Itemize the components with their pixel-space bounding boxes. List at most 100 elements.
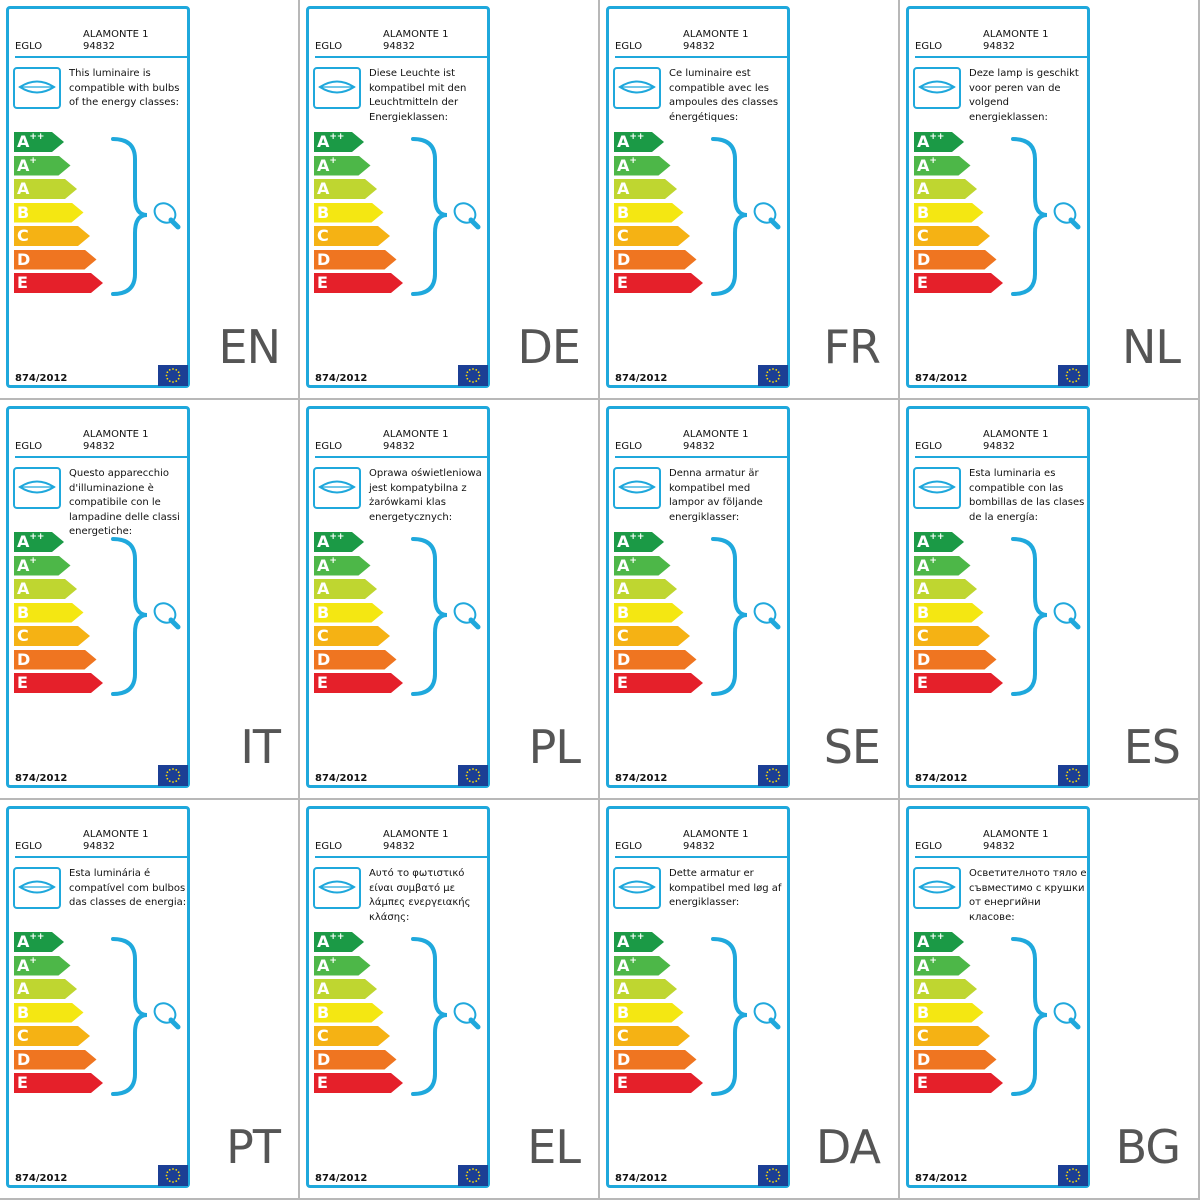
light-bulb-icon (453, 1002, 481, 1030)
header-divider (15, 856, 187, 858)
energy-class-letter: B (917, 1002, 930, 1022)
energy-class-scale: A++ A+ A B C D E (614, 132, 704, 302)
energy-class-letter: C (617, 1026, 629, 1045)
energy-class-letter: B (917, 202, 930, 222)
language-code: FR (823, 320, 881, 374)
energy-class-letter: A (617, 555, 630, 575)
energy-class-arrow: A (614, 979, 677, 999)
model-code: 94832 (383, 841, 415, 852)
energy-class-arrow: D (14, 1049, 97, 1070)
energy-label-card: EGLO ALAMONTE 1 94832 Esta luminária é c… (6, 806, 190, 1188)
regulation-number: 874/2012 (615, 373, 668, 384)
energy-class-arrow: A (914, 979, 977, 999)
energy-class-arrow: E (914, 1073, 1003, 1093)
energy-class-letter: B (317, 602, 330, 622)
model-code: 94832 (983, 841, 1015, 852)
energy-class-arrow: A++ (314, 532, 364, 552)
energy-class-arrow: C (914, 226, 990, 246)
energy-class-letter: B (617, 602, 630, 622)
energy-class-letter: A (17, 555, 30, 575)
language-code: DA (815, 1120, 881, 1174)
energy-class-letter: A (917, 155, 930, 175)
energy-class-letter: A (17, 132, 30, 151)
energy-class-letter: E (317, 273, 328, 292)
eu-star (1066, 1177, 1069, 1180)
ceiling-luminaire-icon (13, 867, 61, 909)
model-info: ALAMONTE 1 94832 (383, 829, 448, 853)
eu-star (777, 1171, 780, 1174)
model-name: ALAMONTE 1 (383, 429, 449, 440)
energy-class-arrow: A+ (614, 155, 671, 176)
eu-star (172, 1181, 174, 1183)
energy-class-superscript: + (29, 955, 37, 966)
energy-class-letter: A (917, 532, 930, 551)
eu-star (775, 380, 778, 383)
light-bulb-icon (153, 602, 181, 630)
eu-flag-icon (458, 765, 488, 786)
energy-class-arrow: A+ (914, 955, 971, 976)
eu-flag-icon (1058, 765, 1088, 786)
header-divider (915, 456, 1087, 458)
eu-star (178, 1174, 181, 1177)
light-bulb-icon (453, 202, 481, 230)
eu-star (172, 1168, 174, 1170)
brand-name: EGLO (615, 41, 643, 52)
energy-class-letter: E (917, 673, 928, 692)
energy-class-arrow: B (14, 202, 84, 223)
energy-class-letter: D (17, 1049, 31, 1069)
brand-name: EGLO (315, 441, 343, 452)
model-name: ALAMONTE 1 (383, 29, 449, 40)
eu-star (172, 381, 174, 383)
header-divider (315, 856, 487, 858)
brace-and-bulb (111, 137, 181, 296)
eu-star (1077, 1171, 1080, 1174)
energy-class-arrow: A (14, 579, 77, 599)
eu-star (1078, 374, 1081, 377)
energy-class-letter: C (617, 226, 629, 245)
energy-class-letter: E (917, 273, 928, 292)
header-divider (615, 456, 787, 458)
energy-class-scale: A++ A+ A B C D E (614, 932, 704, 1102)
energy-class-letter: B (17, 602, 30, 622)
energy-class-superscript: ++ (929, 132, 945, 142)
energy-class-letter: A (17, 179, 30, 198)
energy-class-arrow: A (914, 179, 977, 199)
model-info: ALAMONTE 1 94832 (983, 429, 1048, 453)
eu-star (766, 371, 769, 374)
energy-class-superscript: ++ (929, 932, 945, 942)
energy-class-arrow: A+ (14, 955, 71, 976)
energy-class-letter: D (17, 249, 31, 269)
energy-class-arrow: E (14, 273, 103, 293)
energy-class-letter: A (617, 155, 630, 175)
eu-star (768, 768, 771, 771)
energy-class-letter: E (617, 273, 628, 292)
model-code: 94832 (383, 41, 415, 52)
energy-class-letter: B (917, 602, 930, 622)
light-bulb-icon (153, 202, 181, 230)
energy-class-letter: D (17, 649, 31, 669)
energy-class-letter: C (17, 626, 29, 645)
energy-label-card: EGLO ALAMONTE 1 94832 Осветителното тяло… (906, 806, 1090, 1188)
label-cell: EGLO ALAMONTE 1 94832 Questo apparecchio… (0, 400, 300, 800)
model-code: 94832 (83, 841, 115, 852)
eu-star (777, 377, 780, 380)
eu-star (165, 774, 168, 777)
eu-star (1068, 368, 1071, 371)
model-info: ALAMONTE 1 94832 (683, 429, 748, 453)
energy-class-arrow: C (14, 1026, 90, 1046)
eu-star (165, 1174, 168, 1177)
header-divider (915, 56, 1087, 58)
brand-name: EGLO (15, 41, 43, 52)
eu-star (466, 1171, 469, 1174)
eu-flag-icon (1058, 365, 1088, 386)
eu-star (1072, 1168, 1074, 1170)
energy-class-arrow: B (614, 602, 684, 623)
energy-class-letter: D (317, 249, 331, 269)
energy-label-card: EGLO ALAMONTE 1 94832 Diese Leuchte ist … (306, 6, 490, 388)
eu-star (177, 1177, 180, 1180)
energy-class-arrow: A++ (14, 532, 64, 552)
energy-class-letter: A (917, 555, 930, 575)
language-code: DE (517, 320, 581, 374)
eu-star (766, 1177, 769, 1180)
energy-class-arrow: A+ (314, 955, 371, 976)
